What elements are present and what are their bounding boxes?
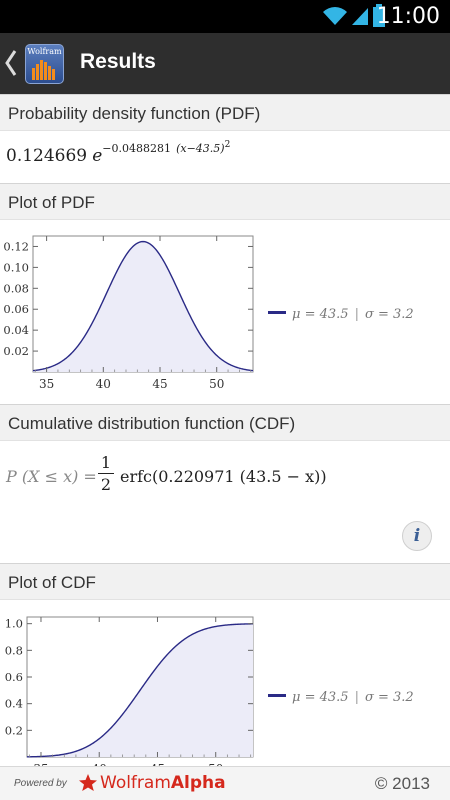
pdf-plot-section-header: Plot of PDF	[0, 183, 450, 220]
cdf-rhs: erfc(0.220971 (43.5 − x))	[120, 467, 327, 486]
series-line	[26, 623, 254, 758]
copyright: © 2013	[374, 774, 430, 793]
y-tick-label: 0.2	[5, 723, 23, 737]
pdf-plot[interactable]: 35 40 45 50 0.02 0.04 0.06 0.08 0.10 0.12	[0, 228, 262, 396]
pdf-section-title: Probability density function (PDF)	[8, 104, 261, 123]
pdf-plot-section-title: Plot of PDF	[8, 193, 95, 212]
info-icon: i	[413, 526, 421, 546]
legend-swatch	[268, 311, 286, 314]
wolfram-star-icon	[79, 774, 97, 791]
series-line	[32, 240, 254, 372]
cdf-fraction: 1 2	[98, 453, 114, 494]
cdf-frac-num: 1	[100, 453, 112, 472]
pdf-coefficient: 0.124669	[6, 146, 88, 166]
cdf-plot-section-title: Plot of CDF	[8, 573, 96, 592]
y-tick-label: 0.06	[3, 302, 29, 316]
x-tick-label: 35	[39, 377, 54, 391]
x-tick-label: 40	[96, 377, 111, 391]
back-arrow-icon[interactable]	[4, 48, 18, 78]
brand-main: Wolfram	[100, 773, 171, 793]
legend-mu: μ = 43.5	[292, 690, 349, 705]
cdf-plot-section-header: Plot of CDF	[0, 563, 450, 600]
powered-by-label: Powered by	[14, 778, 67, 789]
app-logo[interactable]: Wolfram	[25, 44, 64, 84]
brand-alpha: Alpha	[170, 773, 226, 793]
wolfram-alpha-logo[interactable]: WolframAlpha	[100, 773, 226, 793]
x-tick-label: 45	[152, 377, 167, 391]
cdf-section-header: Cumulative distribution function (CDF)	[0, 404, 450, 441]
cdf-section-title: Cumulative distribution function (CDF)	[8, 414, 296, 433]
cdf-plot[interactable]: 35 40 45 50 0.2 0.4 0.6 0.8 1.0	[0, 607, 262, 766]
y-tick-label: 0.12	[3, 239, 29, 253]
pdf-formula: 0.124669 e−0.0488281 (x−43.5)2	[6, 140, 230, 166]
y-tick-label: 0.02	[3, 344, 29, 358]
x-tick-label: 50	[208, 762, 223, 766]
x-tick-label: 40	[92, 762, 107, 766]
y-tick-label: 0.8	[5, 643, 23, 657]
pdf-legend: μ = 43.5 | σ = 3.2	[268, 307, 414, 322]
status-time: 11:00	[376, 4, 440, 29]
y-tick-label: 0.4	[5, 697, 23, 711]
legend-mu: μ = 43.5	[292, 307, 349, 322]
info-button[interactable]: i	[402, 521, 432, 551]
cdf-frac-den: 2	[100, 475, 112, 494]
page-title: Results	[80, 50, 156, 73]
legend-sigma: σ = 3.2	[364, 690, 414, 705]
pdf-exponent-power: 2	[224, 140, 231, 150]
results-content[interactable]: Probability density function (PDF) 0.124…	[0, 94, 450, 766]
cdf-legend: μ = 43.5 | σ = 3.2	[268, 690, 414, 705]
pdf-base: e	[92, 146, 103, 166]
bar-chart-icon	[32, 60, 55, 80]
y-tick-label: 0.04	[3, 323, 29, 337]
y-tick-label: 0.08	[3, 281, 29, 295]
footer: Powered by WolframAlpha © 2013	[0, 766, 450, 800]
logo-label: Wolfram	[27, 47, 62, 56]
y-tick-label: 0.6	[5, 670, 23, 684]
status-bar: 11:00	[0, 0, 450, 33]
x-tick-label: 50	[209, 377, 224, 391]
cdf-frac-bar	[98, 473, 114, 474]
wifi-icon	[323, 7, 347, 25]
legend-swatch	[268, 694, 286, 697]
legend-sigma: σ = 3.2	[364, 307, 414, 322]
x-tick-label: 35	[33, 762, 48, 766]
series-area	[33, 241, 253, 372]
signal-icon	[352, 8, 368, 25]
battery-icon	[373, 4, 385, 27]
cdf-lhs: P (X ≤ x) =	[6, 467, 97, 486]
pdf-exponent-var: (x−43.5)	[176, 142, 225, 155]
y-tick-label: 1.0	[5, 617, 23, 631]
legend-separator: |	[354, 690, 359, 705]
legend-separator: |	[354, 307, 359, 322]
x-tick-label: 45	[150, 762, 165, 766]
pdf-section-header: Probability density function (PDF)	[0, 94, 450, 131]
action-bar: Wolfram Results	[0, 33, 450, 94]
y-tick-label: 0.10	[3, 260, 29, 274]
pdf-exponent-prefix: −0.0488281	[102, 142, 171, 155]
